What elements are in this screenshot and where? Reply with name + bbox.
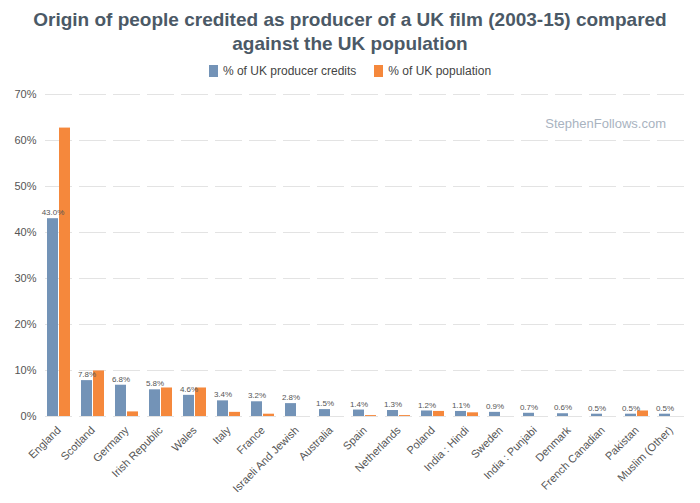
html-text:Origin of people credited as p: Origin of people credited as producer of… bbox=[33, 9, 667, 54]
svg-text:Poland: Poland bbox=[404, 424, 437, 457]
svg-text:France: France bbox=[234, 424, 267, 457]
svg-text:7.8%: 7.8% bbox=[78, 370, 96, 379]
svg-text:50%: 50% bbox=[14, 180, 36, 192]
svg-text:0.6%: 0.6% bbox=[554, 403, 572, 412]
svg-text:0.9%: 0.9% bbox=[486, 402, 504, 411]
svg-text:India : Punjabi: India : Punjabi bbox=[481, 424, 539, 482]
svg-text:Sweden: Sweden bbox=[468, 423, 505, 461]
svg-text:Irish Republic: Irish Republic bbox=[109, 423, 165, 479]
svg-text:60%: 60% bbox=[14, 134, 36, 146]
svg-text:30%: 30% bbox=[14, 272, 36, 284]
svg-text:6.8%: 6.8% bbox=[112, 375, 130, 384]
svg-text:Pakistan: Pakistan bbox=[602, 423, 641, 463]
svg-text:1.3%: 1.3% bbox=[384, 400, 402, 409]
svg-text:Australia: Australia bbox=[296, 423, 335, 462]
svg-text:Germany: Germany bbox=[90, 423, 131, 465]
svg-text:0.5%: 0.5% bbox=[622, 404, 640, 413]
svg-text:India : Hindi: India : Hindi bbox=[421, 424, 471, 474]
svg-text:0.5%: 0.5% bbox=[588, 404, 606, 413]
html-text:% of UK population: % of UK population bbox=[388, 64, 492, 78]
svg-text:0.5%: 0.5% bbox=[656, 404, 674, 413]
html-text:StephenFollows.com: StephenFollows.com bbox=[545, 116, 666, 131]
svg-text:Scotland: Scotland bbox=[58, 423, 97, 463]
svg-text:3.2%: 3.2% bbox=[248, 391, 266, 400]
svg-text:4.6%: 4.6% bbox=[180, 385, 198, 394]
svg-text:0.7%: 0.7% bbox=[520, 403, 538, 412]
svg-text:40%: 40% bbox=[14, 226, 36, 238]
svg-text:England: England bbox=[26, 424, 63, 461]
svg-text:1.5%: 1.5% bbox=[316, 399, 334, 408]
svg-text:20%: 20% bbox=[14, 318, 36, 330]
svg-text:Italy: Italy bbox=[210, 423, 233, 446]
svg-text:Netherlands: Netherlands bbox=[352, 423, 403, 474]
svg-text:Israeli And Jewish: Israeli And Jewish bbox=[230, 424, 301, 494]
svg-text:1.4%: 1.4% bbox=[350, 400, 368, 409]
svg-text:1.1%: 1.1% bbox=[452, 401, 470, 410]
svg-text:Spain: Spain bbox=[341, 424, 369, 452]
svg-text:10%: 10% bbox=[14, 364, 36, 376]
html-text:% of UK producer credits: % of UK producer credits bbox=[222, 64, 357, 78]
svg-text:Denmark: Denmark bbox=[532, 423, 573, 464]
svg-text:2.8%: 2.8% bbox=[282, 393, 300, 402]
svg-text:43.0%: 43.0% bbox=[42, 208, 65, 217]
svg-text:Wales: Wales bbox=[169, 423, 199, 453]
svg-text:1.2%: 1.2% bbox=[418, 401, 436, 410]
svg-text:0%: 0% bbox=[21, 410, 37, 422]
svg-text:70%: 70% bbox=[14, 88, 36, 100]
svg-text:French Canadian: French Canadian bbox=[539, 424, 607, 492]
svg-text:3.4%: 3.4% bbox=[214, 390, 232, 399]
svg-text:Muslim (Other): Muslim (Other) bbox=[615, 424, 675, 484]
svg-text:5.8%: 5.8% bbox=[146, 379, 164, 388]
